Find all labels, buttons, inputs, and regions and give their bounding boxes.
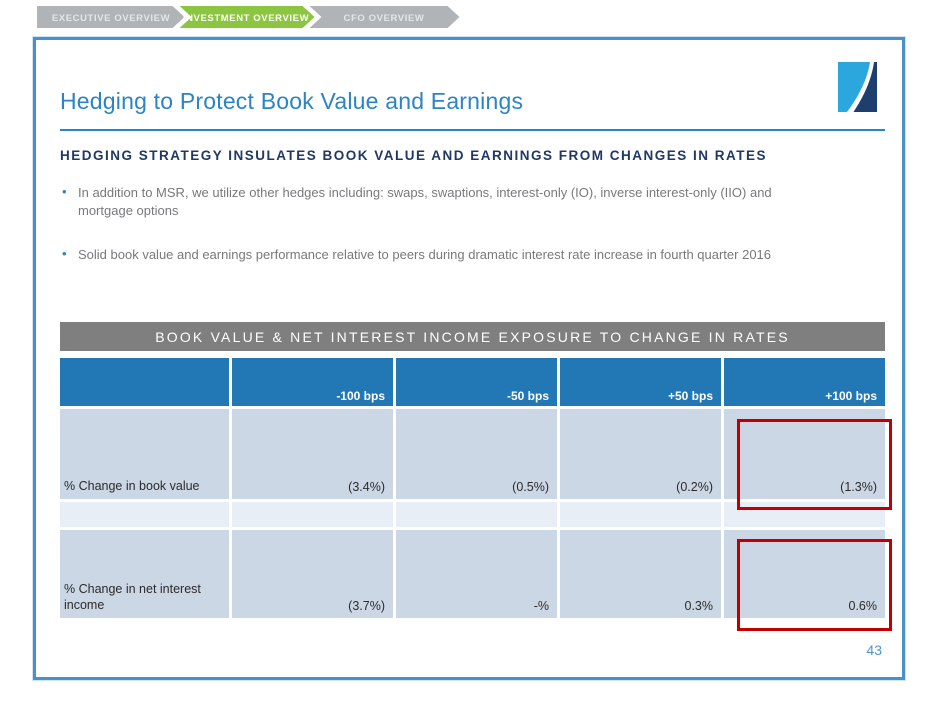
nav-tab-cfo-overview[interactable]: CFO OVERVIEW bbox=[304, 4, 463, 30]
bullet-item: In addition to MSR, we utilize other hed… bbox=[60, 183, 775, 221]
spacer-cell bbox=[60, 502, 229, 527]
bullet-item: Solid book value and earnings performanc… bbox=[60, 245, 775, 264]
table-cell: (0.5%) bbox=[396, 409, 557, 499]
row-label-book-value: % Change in book value bbox=[60, 409, 229, 499]
section-nav: EXECUTIVE OVERVIEW INVESTMENT OVERVIEW C… bbox=[35, 4, 463, 30]
nav-tab-label: CFO OVERVIEW bbox=[344, 13, 425, 24]
column-header: -100 bps bbox=[232, 358, 393, 406]
column-header-blank bbox=[60, 358, 229, 406]
slide-subtitle: HEDGING STRATEGY INSULATES BOOK VALUE AN… bbox=[60, 148, 768, 163]
table-cell: 0.3% bbox=[560, 530, 721, 618]
slide-frame bbox=[32, 36, 906, 681]
highlight-box-net-interest bbox=[737, 539, 892, 631]
table-cell-highlighted: 0.6% bbox=[724, 530, 885, 618]
spacer-cell bbox=[724, 502, 885, 527]
page-number: 43 bbox=[866, 642, 882, 658]
row-label-net-interest-income: % Change in net interest income bbox=[60, 530, 229, 618]
nav-tab-label: INVESTMENT OVERVIEW bbox=[183, 13, 309, 24]
table-banner: BOOK VALUE & NET INTEREST INCOME EXPOSUR… bbox=[60, 322, 885, 351]
spacer-cell bbox=[232, 502, 393, 527]
rates-exposure-table: -100 bps -50 bps +50 bps +100 bps % Chan… bbox=[60, 358, 885, 618]
bullet-list: In addition to MSR, we utilize other hed… bbox=[60, 183, 800, 289]
table-cell: (0.2%) bbox=[560, 409, 721, 499]
column-header: +50 bps bbox=[560, 358, 721, 406]
nav-tab-executive-overview[interactable]: EXECUTIVE OVERVIEW bbox=[35, 4, 188, 30]
column-header: -50 bps bbox=[396, 358, 557, 406]
company-logo-icon bbox=[838, 62, 877, 112]
table-cell: -% bbox=[396, 530, 557, 618]
nav-tab-label: EXECUTIVE OVERVIEW bbox=[52, 13, 170, 24]
page-title: Hedging to Protect Book Value and Earnin… bbox=[60, 88, 524, 114]
column-header: +100 bps bbox=[724, 358, 885, 406]
table-cell: (3.4%) bbox=[232, 409, 393, 499]
spacer-cell bbox=[396, 502, 557, 527]
title-divider bbox=[60, 129, 885, 131]
nav-tab-investment-overview[interactable]: INVESTMENT OVERVIEW bbox=[174, 4, 318, 30]
spacer-cell bbox=[560, 502, 721, 527]
highlight-box-book-value bbox=[737, 419, 892, 510]
table-cell-highlighted: (1.3%) bbox=[724, 409, 885, 499]
table-cell: (3.7%) bbox=[232, 530, 393, 618]
